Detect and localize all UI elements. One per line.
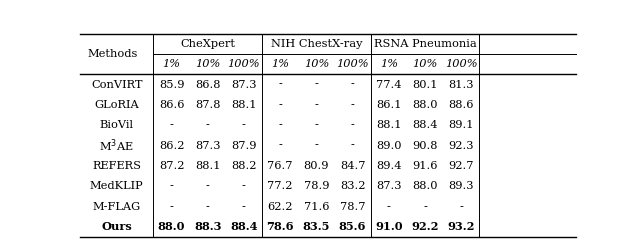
Text: 80.9: 80.9 [303,161,329,171]
Text: -: - [242,120,246,130]
Text: 77.2: 77.2 [268,181,293,191]
Text: REFERS: REFERS [92,161,141,171]
Text: ConVIRT: ConVIRT [91,80,143,89]
Text: CheXpert: CheXpert [180,39,236,49]
Text: 1%: 1% [271,59,289,69]
Text: 1%: 1% [163,59,180,69]
Text: 92.3: 92.3 [449,141,474,151]
Text: GLoRIA: GLoRIA [94,100,139,110]
Text: 86.8: 86.8 [195,80,220,89]
Text: RSNA Pneumonia: RSNA Pneumonia [374,39,476,49]
Text: -: - [170,202,173,212]
Text: -: - [351,141,355,151]
Text: 87.9: 87.9 [231,141,257,151]
Text: -: - [351,100,355,110]
Text: 89.0: 89.0 [376,141,401,151]
Text: -: - [206,202,210,212]
Text: 93.2: 93.2 [447,222,475,232]
Text: -: - [314,120,318,130]
Text: 88.4: 88.4 [412,120,438,130]
Text: 91.6: 91.6 [412,161,438,171]
Text: 87.3: 87.3 [231,80,257,89]
Text: -: - [242,202,246,212]
Text: Ours: Ours [101,222,132,232]
Text: -: - [206,181,210,191]
Text: 81.3: 81.3 [449,80,474,89]
Text: 100%: 100% [336,59,369,69]
Text: 88.1: 88.1 [376,120,401,130]
Text: 87.8: 87.8 [195,100,220,110]
Text: 78.9: 78.9 [303,181,329,191]
Text: M-FLAG: M-FLAG [93,202,141,212]
Text: 71.6: 71.6 [303,202,329,212]
Text: 86.2: 86.2 [159,141,184,151]
Text: 62.2: 62.2 [268,202,293,212]
Text: -: - [387,202,390,212]
Text: 91.0: 91.0 [375,222,403,232]
Text: 88.1: 88.1 [231,100,257,110]
Text: -: - [242,181,246,191]
Text: NIH ChestX-ray: NIH ChestX-ray [271,39,362,49]
Text: 86.1: 86.1 [376,100,401,110]
Text: 76.7: 76.7 [268,161,293,171]
Text: -: - [278,141,282,151]
Text: 88.3: 88.3 [194,222,221,232]
Text: 85.9: 85.9 [159,80,184,89]
Text: 85.6: 85.6 [339,222,366,232]
Text: 78.7: 78.7 [340,202,365,212]
Text: 88.4: 88.4 [230,222,258,232]
Text: 1%: 1% [380,59,398,69]
Text: -: - [206,120,210,130]
Text: 92.7: 92.7 [449,161,474,171]
Text: 10%: 10% [195,59,220,69]
Text: 10%: 10% [304,59,329,69]
Text: 88.6: 88.6 [449,100,474,110]
Text: -: - [170,181,173,191]
Text: 10%: 10% [412,59,438,69]
Text: 88.0: 88.0 [158,222,185,232]
Text: -: - [423,202,427,212]
Text: 83.2: 83.2 [340,181,365,191]
Text: 84.7: 84.7 [340,161,365,171]
Text: 88.0: 88.0 [412,100,438,110]
Text: -: - [460,202,463,212]
Text: 92.2: 92.2 [412,222,438,232]
Text: 88.2: 88.2 [231,161,257,171]
Text: 100%: 100% [228,59,260,69]
Text: 90.8: 90.8 [412,141,438,151]
Text: 78.6: 78.6 [266,222,294,232]
Text: -: - [314,141,318,151]
Text: 89.4: 89.4 [376,161,401,171]
Text: 80.1: 80.1 [412,80,438,89]
Text: -: - [351,120,355,130]
Text: 89.3: 89.3 [449,181,474,191]
Text: -: - [278,120,282,130]
Text: 87.3: 87.3 [195,141,220,151]
Text: 83.5: 83.5 [303,222,330,232]
Text: 87.3: 87.3 [376,181,401,191]
Text: 89.1: 89.1 [449,120,474,130]
Text: 88.1: 88.1 [195,161,220,171]
Text: 87.2: 87.2 [159,161,184,171]
Text: BioVil: BioVil [100,120,134,130]
Text: 88.0: 88.0 [412,181,438,191]
Text: 86.6: 86.6 [159,100,184,110]
Text: -: - [170,120,173,130]
Text: 100%: 100% [445,59,477,69]
Text: 77.4: 77.4 [376,80,401,89]
Text: -: - [278,80,282,89]
Text: M$^3$AE: M$^3$AE [99,137,134,154]
Text: -: - [278,100,282,110]
Text: MedKLIP: MedKLIP [90,181,143,191]
Text: -: - [314,100,318,110]
Text: -: - [351,80,355,89]
Text: Methods: Methods [88,49,138,59]
Text: -: - [314,80,318,89]
